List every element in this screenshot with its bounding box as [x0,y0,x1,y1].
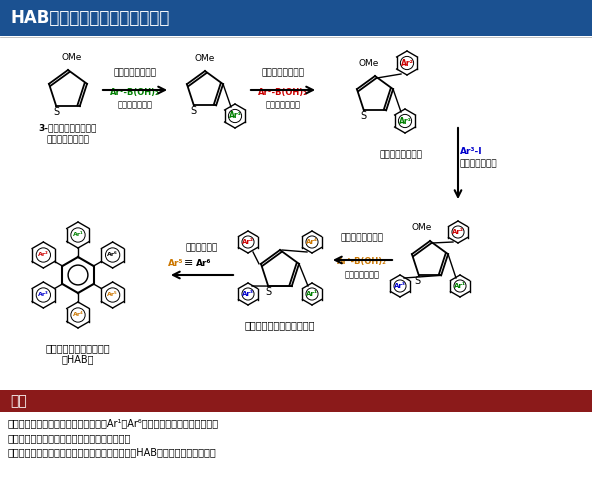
Bar [0,390,592,412]
Text: パラジウム触媒: パラジウム触媒 [460,160,498,168]
Text: カップリング反応: カップリング反応 [340,233,384,242]
Text: Ar⁶: Ar⁶ [107,252,118,258]
Text: Ar¹: Ar¹ [454,283,466,289]
Text: Ar¹-B(OH)₂: Ar¹-B(OH)₂ [110,88,160,97]
Text: Ar⁶: Ar⁶ [196,258,211,268]
Text: Ar¹: Ar¹ [398,116,411,126]
Text: S: S [265,287,271,297]
Text: Ar³: Ar³ [394,283,406,289]
Text: （共通出発原料）: （共通出発原料） [47,135,89,144]
Text: テトラアリールチオフェン: テトラアリールチオフェン [244,320,316,330]
Text: Ar¹: Ar¹ [73,232,83,237]
Text: Ar²: Ar² [401,58,413,68]
Text: Ar⁴: Ar⁴ [306,239,318,245]
Text: 位置は合成スキームにプログラムされている: 位置は合成スキームにプログラムされている [8,433,131,443]
Text: Ar²: Ar² [452,229,464,235]
Text: Ar⁴-B(OH)₂: Ar⁴-B(OH)₂ [337,257,387,266]
Text: ・共通の合成スキームから「考えられる」全てのHABの合成が原理的に可能: ・共通の合成スキームから「考えられる」全てのHABの合成が原理的に可能 [8,447,217,457]
Text: ヘキサアリールベンゼン: ヘキサアリールベンゼン [46,343,110,353]
Text: （HAB）: （HAB） [62,354,94,364]
Text: パラジウム触媒: パラジウム触媒 [265,100,301,109]
Bar [0,0,592,36]
Text: HABのプログラム合成スキーム: HABのプログラム合成スキーム [10,9,169,27]
Text: S: S [415,276,421,286]
Text: カップリング反応: カップリング反応 [380,150,423,160]
Text: OMe: OMe [412,223,432,232]
Text: Ar⁵: Ar⁵ [107,292,118,298]
Text: カップリング反応: カップリング反応 [262,68,304,77]
Text: カップリング反応: カップリング反応 [114,68,156,77]
Text: Ar⁴: Ar⁴ [73,312,83,318]
Text: パラジウム触媒: パラジウム触媒 [345,270,379,279]
Text: 特徴: 特徴 [10,394,27,408]
Text: Ar³: Ar³ [242,291,254,297]
Text: Ar³: Ar³ [38,292,49,298]
Text: S: S [361,112,367,122]
Text: S: S [191,106,197,117]
Text: OMe: OMe [359,59,379,68]
Text: OMe: OMe [62,53,82,62]
Text: Ar³-I: Ar³-I [460,148,482,156]
Text: パラジウム触媒: パラジウム触媒 [117,100,153,109]
Text: Ar²-B(OH)₂: Ar²-B(OH)₂ [258,88,308,97]
Text: Ar⁵: Ar⁵ [168,258,183,268]
Text: Ar¹: Ar¹ [306,291,318,297]
Text: Ar²: Ar² [242,239,254,245]
Text: Ar²: Ar² [38,252,49,258]
Text: Ar¹: Ar¹ [229,112,242,120]
Text: 3-メトキシチオフェン: 3-メトキシチオフェン [39,123,97,132]
Text: ≡: ≡ [184,258,194,268]
Text: ・ベンゼン環の狙った位置に置換基（Ar¹～Ar⁶）を導入でき、またその導入: ・ベンゼン環の狙った位置に置換基（Ar¹～Ar⁶）を導入でき、またその導入 [8,418,219,428]
Text: 付加環化反応: 付加環化反応 [186,243,218,252]
Text: OMe: OMe [195,54,215,63]
Text: S: S [53,107,59,117]
